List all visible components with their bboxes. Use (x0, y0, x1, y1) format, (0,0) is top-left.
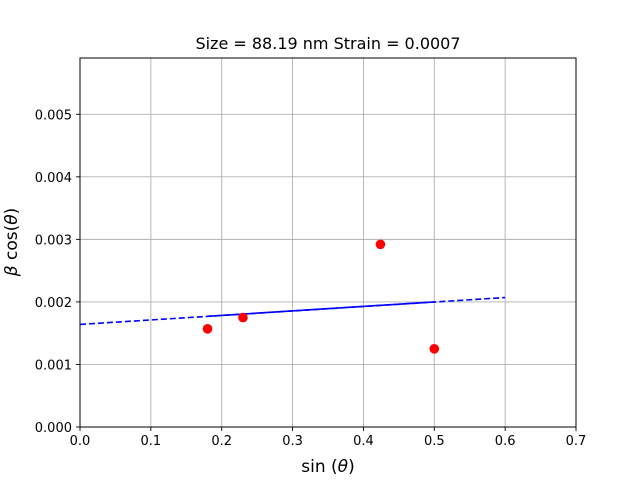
grid (79, 58, 577, 428)
x-axis-label: sin (θ) (301, 457, 354, 477)
data-point (375, 239, 386, 250)
x-tick-label: 0.1 (141, 434, 162, 449)
y-axis-label-close: ) (2, 208, 22, 215)
y-tick-label: 0.003 (35, 233, 72, 248)
data-point (238, 312, 248, 323)
y-tick-label: 0.005 (35, 108, 72, 123)
x-tick-label: 0.5 (424, 434, 445, 449)
x-tick-label: 0.0 (70, 434, 91, 449)
y-axis-label-text: cos( (2, 225, 22, 266)
plot-frame (79, 57, 577, 428)
x-tick-label: 0.4 (353, 434, 374, 449)
x-tick-label: 0.7 (566, 434, 587, 449)
x-tick-label: 0.2 (211, 434, 232, 449)
y-axis-label: β cos(θ) (2, 208, 22, 278)
chart-title: Size = 88.19 nm Strain = 0.0007 (195, 34, 460, 53)
data-point (202, 324, 213, 334)
x-axis-label-theta: θ (338, 457, 349, 477)
data-point (429, 344, 440, 354)
data-points (202, 239, 440, 354)
y-axis-ticks: 0.000 0.001 0.002 0.003 0.004 0.005 (35, 108, 80, 436)
x-tick-label: 0.6 (495, 434, 516, 449)
x-tick-label: 0.3 (282, 434, 303, 449)
x-axis-label-text: sin ( (301, 457, 337, 477)
y-tick-label: 0.002 (35, 296, 72, 311)
y-axis-label-theta: θ (2, 214, 22, 225)
x-axis-ticks: 0.0 0.1 0.2 0.3 0.4 0.5 0.6 0.7 (70, 427, 587, 449)
y-tick-label: 0.000 (35, 421, 72, 436)
y-tick-label: 0.001 (35, 358, 72, 373)
x-axis-label-close: ) (348, 457, 355, 477)
y-tick-label: 0.004 (35, 171, 72, 186)
y-axis-label-beta: β (2, 265, 22, 277)
